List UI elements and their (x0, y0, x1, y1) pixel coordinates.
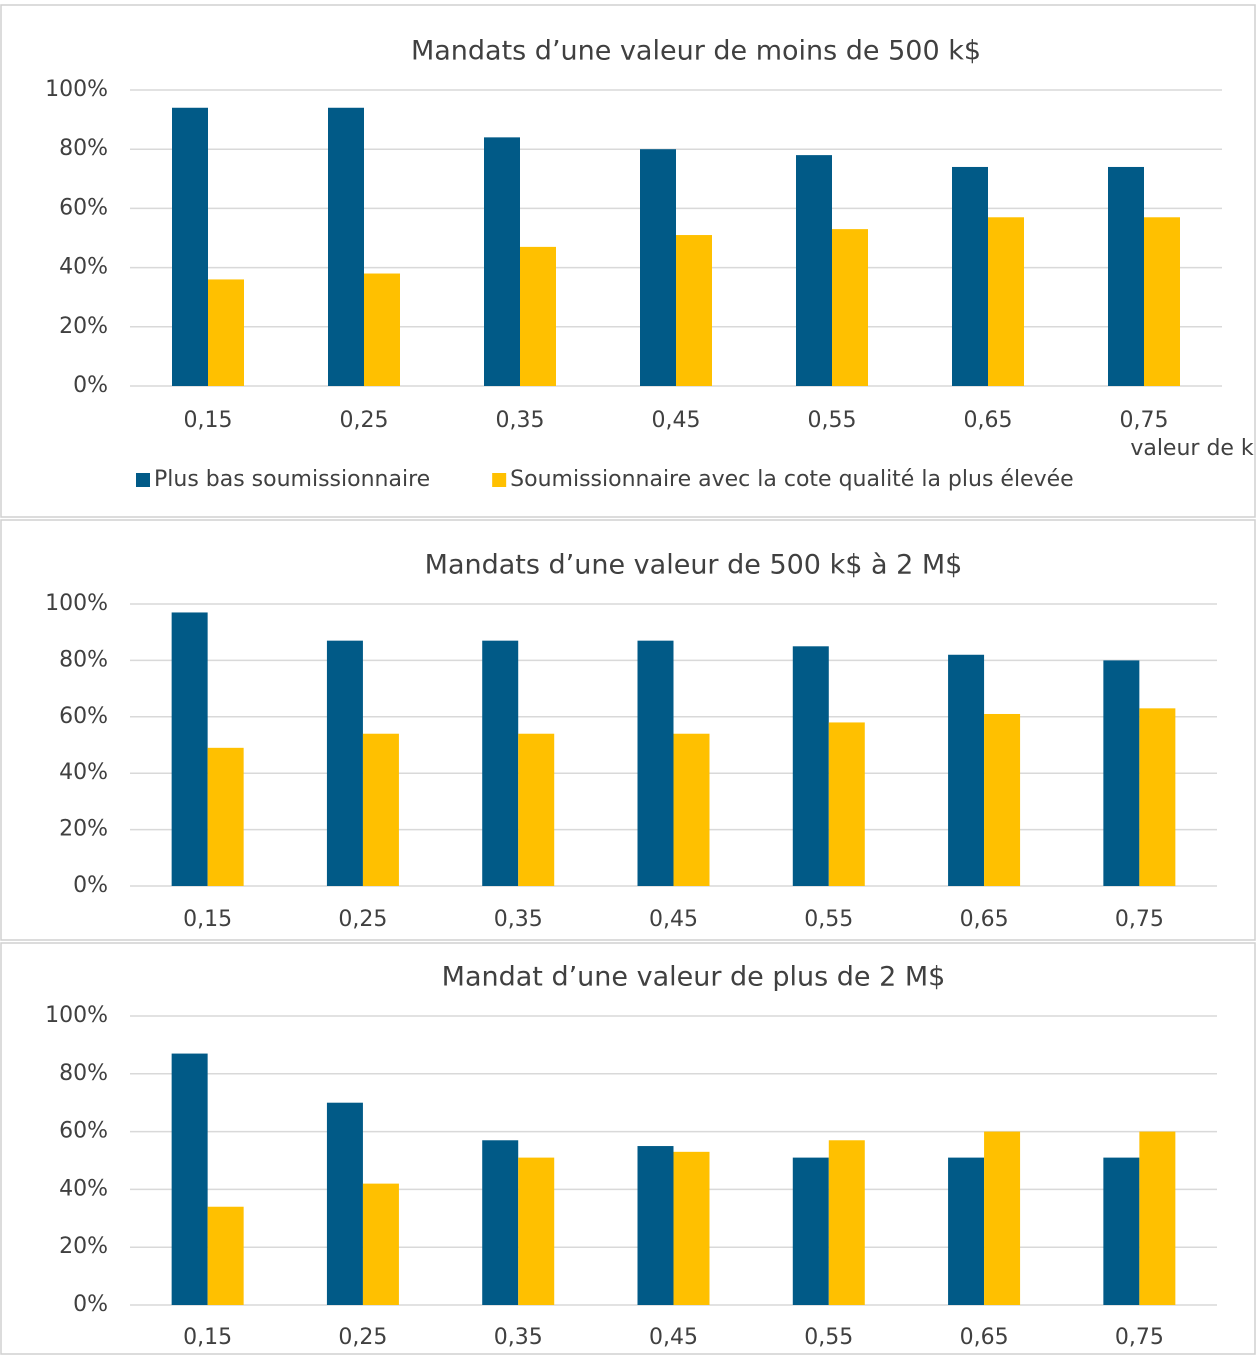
bar (673, 733, 710, 886)
bar (208, 279, 244, 386)
x-tick-label: 0,15 (183, 907, 232, 932)
y-tick-label: 80% (59, 647, 108, 672)
bar (520, 246, 556, 386)
x-tick-label: 0,35 (494, 1325, 543, 1350)
bar (792, 1157, 829, 1305)
bar (828, 722, 865, 886)
bar (637, 1146, 674, 1305)
bar (484, 137, 520, 386)
y-tick-label: 0% (73, 373, 108, 398)
x-tick-label: 0,45 (649, 907, 698, 932)
bar (792, 646, 829, 886)
bar (676, 235, 712, 386)
x-tick-label: 0,15 (183, 1325, 232, 1350)
x-tick-label: 0,35 (494, 907, 543, 932)
x-tick-label: 0,75 (1115, 907, 1164, 932)
bar (362, 1183, 399, 1305)
bar (1139, 708, 1176, 886)
bar (640, 149, 676, 386)
bar (948, 1157, 985, 1305)
y-tick-label: 60% (59, 704, 108, 729)
bar (1103, 660, 1140, 886)
bar (362, 733, 399, 886)
bar (796, 155, 832, 386)
bar (828, 1140, 865, 1305)
x-tick-label: 0,15 (184, 408, 233, 433)
x-tick-label: 0,55 (804, 1325, 853, 1350)
x-tick-label: 0,75 (1115, 1325, 1164, 1350)
bar (326, 640, 363, 886)
y-tick-label: 20% (59, 1234, 108, 1259)
y-tick-label: 80% (59, 136, 108, 161)
bar (171, 612, 208, 886)
x-tick-label: 0,65 (964, 408, 1013, 433)
y-tick-label: 0% (73, 1292, 108, 1317)
y-tick-label: 60% (59, 1119, 108, 1144)
bar (482, 640, 519, 886)
y-tick-label: 20% (59, 817, 108, 842)
bar (328, 107, 364, 386)
chart-title: Mandat d’une valeur de plus de 2 M$ (442, 962, 946, 993)
bar (171, 1053, 208, 1305)
bar (364, 273, 400, 386)
y-tick-label: 100% (45, 1003, 108, 1028)
x-tick-label: 0,45 (649, 1325, 698, 1350)
legend-label: Soumissionnaire avec la cote qualité la … (510, 467, 1074, 492)
y-tick-label: 40% (59, 760, 108, 785)
bar (673, 1151, 710, 1305)
bar (482, 1140, 519, 1305)
bar (518, 733, 555, 886)
x-tick-label: 0,55 (808, 408, 857, 433)
x-tick-label: 0,35 (496, 408, 545, 433)
bar (988, 217, 1024, 386)
x-tick-label: 0,45 (652, 408, 701, 433)
bar (518, 1157, 555, 1305)
x-tick-label: 0,25 (338, 907, 387, 932)
y-tick-label: 100% (45, 591, 108, 616)
bar (952, 166, 988, 386)
bar (326, 1102, 363, 1305)
legend-label: Plus bas soumissionnaire (154, 467, 430, 492)
bar (1139, 1131, 1176, 1305)
x-tick-label: 0,55 (804, 907, 853, 932)
x-tick-label: 0,75 (1120, 408, 1169, 433)
y-tick-label: 20% (59, 314, 108, 339)
y-tick-label: 40% (59, 255, 108, 280)
y-tick-label: 40% (59, 1176, 108, 1201)
x-tick-label: 0,65 (960, 1325, 1009, 1350)
chart-title: Mandats d’une valeur de 500 k$ à 2 M$ (425, 550, 963, 581)
y-tick-label: 80% (59, 1061, 108, 1086)
x-tick-label: 0,25 (340, 408, 389, 433)
bar (984, 713, 1021, 886)
bar (207, 747, 244, 886)
chart-title: Mandats d’une valeur de moins de 500 k$ (411, 36, 981, 67)
y-tick-label: 100% (45, 77, 108, 102)
bar (637, 640, 674, 886)
bar (172, 107, 208, 386)
legend-swatch (136, 473, 150, 487)
bar (984, 1131, 1021, 1305)
x-axis-label: valeur de k (1130, 436, 1254, 461)
bar (948, 654, 985, 886)
y-tick-label: 60% (59, 195, 108, 220)
y-tick-label: 0% (73, 873, 108, 898)
bar (207, 1206, 244, 1305)
legend-swatch (492, 473, 507, 487)
x-tick-label: 0,65 (960, 907, 1009, 932)
bar (1144, 217, 1180, 386)
x-tick-label: 0,25 (338, 1325, 387, 1350)
bar (1103, 1157, 1140, 1305)
bar (832, 229, 868, 386)
bar (1108, 166, 1144, 386)
